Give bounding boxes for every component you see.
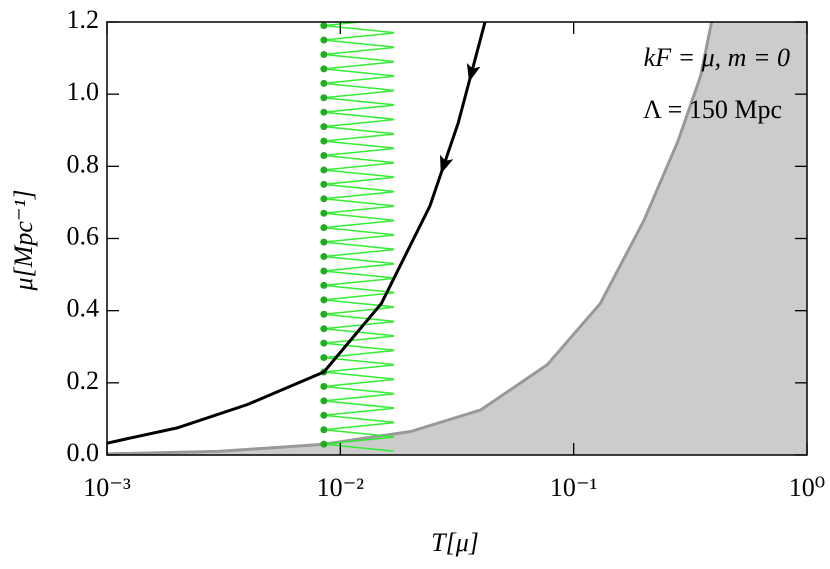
boundary-curve (107, 22, 714, 455)
point (320, 65, 328, 73)
point (320, 325, 328, 333)
x-tick-label: 10⁻¹ (550, 473, 598, 502)
point (320, 209, 328, 217)
spike (323, 104, 394, 120)
y-tick-label: 1.0 (67, 77, 100, 106)
spike (323, 176, 394, 193)
spike (323, 32, 394, 48)
annotation: Λ = 150 Mpc (643, 95, 782, 124)
point (320, 152, 328, 160)
point (320, 22, 328, 30)
point (320, 36, 328, 44)
flow-arrow (440, 154, 454, 174)
spike (323, 335, 394, 351)
spike (323, 421, 394, 438)
point (320, 123, 328, 131)
point (320, 253, 328, 261)
spike (323, 219, 394, 236)
point (320, 224, 328, 232)
point (320, 440, 328, 448)
point (320, 180, 328, 188)
y-tick-label: 0.0 (67, 438, 100, 467)
annotation: kF = μ, m = 0 (644, 43, 790, 72)
spike (323, 133, 394, 149)
spike (323, 364, 394, 380)
x-tick-label: 10⁰ (789, 473, 825, 502)
point (320, 382, 328, 390)
shaded-region (107, 22, 807, 455)
spike (323, 75, 394, 92)
spike (323, 162, 394, 178)
point (320, 397, 328, 405)
spike (323, 147, 394, 164)
point (320, 296, 328, 304)
point (320, 94, 328, 102)
point (320, 339, 328, 347)
spike (323, 292, 394, 308)
spike (323, 61, 394, 77)
spike (323, 248, 394, 265)
point (320, 108, 328, 116)
flow-arrow (466, 62, 481, 83)
flow-curve (107, 22, 487, 445)
spike (323, 407, 394, 424)
x-tick-label: 10⁻² (317, 473, 365, 502)
spike (323, 378, 394, 395)
spike (323, 234, 394, 250)
point (320, 411, 328, 419)
y-tick-label: 0.4 (67, 294, 100, 323)
point (320, 137, 328, 145)
spike (323, 90, 394, 106)
point (320, 354, 328, 362)
point (320, 281, 328, 289)
point (320, 166, 328, 174)
point (320, 79, 328, 87)
point (320, 310, 328, 318)
spike (323, 22, 394, 34)
y-tick-label: 0.2 (67, 366, 100, 395)
spike (323, 393, 394, 409)
x-axis-label: T[μ] (431, 528, 479, 557)
y-tick-label: 0.8 (67, 149, 100, 178)
spike (323, 277, 394, 294)
spike (323, 205, 394, 221)
spike (323, 191, 394, 207)
spike (323, 436, 394, 452)
y-axis-label: μ[Mpc⁻¹] (9, 189, 38, 291)
x-tick-label: 10⁻³ (83, 473, 131, 502)
point (320, 426, 328, 434)
point (320, 267, 328, 275)
y-tick-label: 1.2 (67, 5, 100, 34)
spike (323, 263, 394, 279)
plot-area (107, 22, 807, 455)
spike (323, 306, 394, 323)
spike (323, 118, 394, 135)
point (320, 195, 328, 203)
point (320, 238, 328, 246)
point (320, 50, 328, 58)
spike (323, 46, 394, 63)
y-tick-label: 0.6 (67, 221, 100, 250)
